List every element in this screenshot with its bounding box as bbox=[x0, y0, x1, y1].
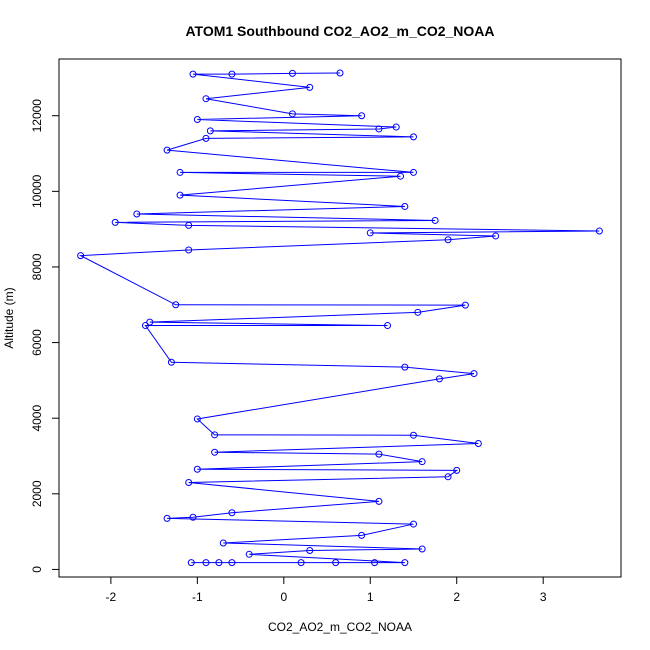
data-point bbox=[336, 69, 344, 77]
data-point bbox=[163, 514, 171, 522]
data-point bbox=[444, 236, 452, 244]
data-point bbox=[193, 465, 201, 473]
data-point bbox=[397, 172, 405, 180]
data-point bbox=[409, 431, 417, 439]
data-point bbox=[146, 318, 154, 326]
data-point bbox=[193, 116, 201, 123]
series-line bbox=[78, 72, 600, 564]
data-point bbox=[172, 301, 180, 309]
y-axis-label: Altitude (m) bbox=[2, 287, 16, 348]
data-point bbox=[306, 83, 314, 91]
y-tick-label: 2000 bbox=[30, 480, 44, 507]
data-point bbox=[409, 133, 417, 141]
x-axis: -2 -1 0 1 2 3 bbox=[106, 576, 547, 604]
data-point bbox=[215, 559, 223, 567]
data-point bbox=[366, 229, 374, 237]
data-point bbox=[245, 550, 253, 558]
data-point bbox=[288, 110, 296, 118]
data-point bbox=[189, 70, 197, 78]
data-point bbox=[401, 202, 409, 210]
data-point bbox=[167, 358, 175, 366]
data-point bbox=[228, 509, 236, 517]
data-point bbox=[133, 210, 141, 218]
data-point bbox=[492, 232, 500, 240]
data-point bbox=[595, 227, 603, 235]
data-point bbox=[435, 375, 443, 383]
data-point bbox=[288, 69, 296, 77]
y-tick-label: 0 bbox=[30, 566, 44, 573]
y-axis: 0 2000 4000 6000 8000 10000 12000 bbox=[30, 99, 60, 573]
data-point bbox=[332, 559, 340, 567]
data-point bbox=[375, 125, 383, 133]
data-point bbox=[375, 450, 383, 458]
chart-title: ATOM1 Southbound CO2_AO2_m_CO2_NOAA bbox=[185, 23, 494, 39]
data-point bbox=[228, 70, 236, 78]
data-point bbox=[189, 513, 197, 521]
data-layer bbox=[77, 69, 603, 567]
x-tick-label: 3 bbox=[540, 590, 547, 604]
y-tick-label: 12000 bbox=[30, 99, 44, 133]
data-point bbox=[176, 168, 184, 176]
data-point bbox=[444, 473, 452, 481]
plot-frame bbox=[58, 58, 622, 578]
data-point bbox=[392, 123, 400, 131]
data-point bbox=[358, 531, 366, 539]
data-point bbox=[176, 191, 184, 199]
data-point bbox=[358, 112, 366, 120]
x-tick-label: -2 bbox=[106, 590, 117, 604]
x-tick-label: 0 bbox=[280, 590, 287, 604]
data-point bbox=[77, 252, 85, 260]
data-point bbox=[193, 415, 201, 423]
data-point bbox=[185, 221, 193, 229]
data-point bbox=[418, 545, 426, 553]
data-point bbox=[375, 497, 383, 505]
data-point bbox=[187, 559, 195, 567]
y-tick-label: 10000 bbox=[30, 174, 44, 208]
data-point bbox=[185, 246, 193, 254]
data-point bbox=[211, 431, 219, 439]
data-point bbox=[111, 218, 119, 226]
data-point bbox=[211, 448, 219, 456]
data-point bbox=[306, 547, 314, 555]
data-point bbox=[202, 134, 210, 142]
data-point bbox=[453, 466, 461, 474]
data-point bbox=[431, 216, 439, 224]
data-point bbox=[470, 370, 478, 378]
x-tick-label: -1 bbox=[192, 590, 203, 604]
data-point bbox=[141, 322, 149, 330]
data-point bbox=[371, 559, 379, 567]
y-tick-label: 4000 bbox=[30, 405, 44, 432]
data-point bbox=[409, 520, 417, 528]
data-point bbox=[185, 478, 193, 486]
y-tick-label: 8000 bbox=[30, 253, 44, 280]
data-point bbox=[414, 308, 422, 316]
x-tick-label: 1 bbox=[367, 590, 374, 604]
data-point bbox=[202, 559, 210, 567]
data-point bbox=[297, 559, 305, 567]
data-point bbox=[401, 559, 409, 567]
data-point bbox=[202, 95, 210, 103]
data-point bbox=[228, 559, 236, 567]
data-point bbox=[384, 322, 392, 330]
x-axis-label: CO2_AO2_m_CO2_NOAA bbox=[268, 620, 412, 634]
data-point bbox=[461, 301, 469, 309]
data-point bbox=[163, 146, 171, 154]
y-tick-label: 6000 bbox=[30, 329, 44, 356]
data-point bbox=[206, 127, 214, 135]
data-point bbox=[219, 539, 227, 547]
x-tick-label: 2 bbox=[453, 590, 460, 604]
data-point bbox=[401, 363, 409, 371]
data-point bbox=[418, 458, 426, 466]
data-point bbox=[474, 440, 482, 448]
data-point bbox=[409, 168, 417, 176]
